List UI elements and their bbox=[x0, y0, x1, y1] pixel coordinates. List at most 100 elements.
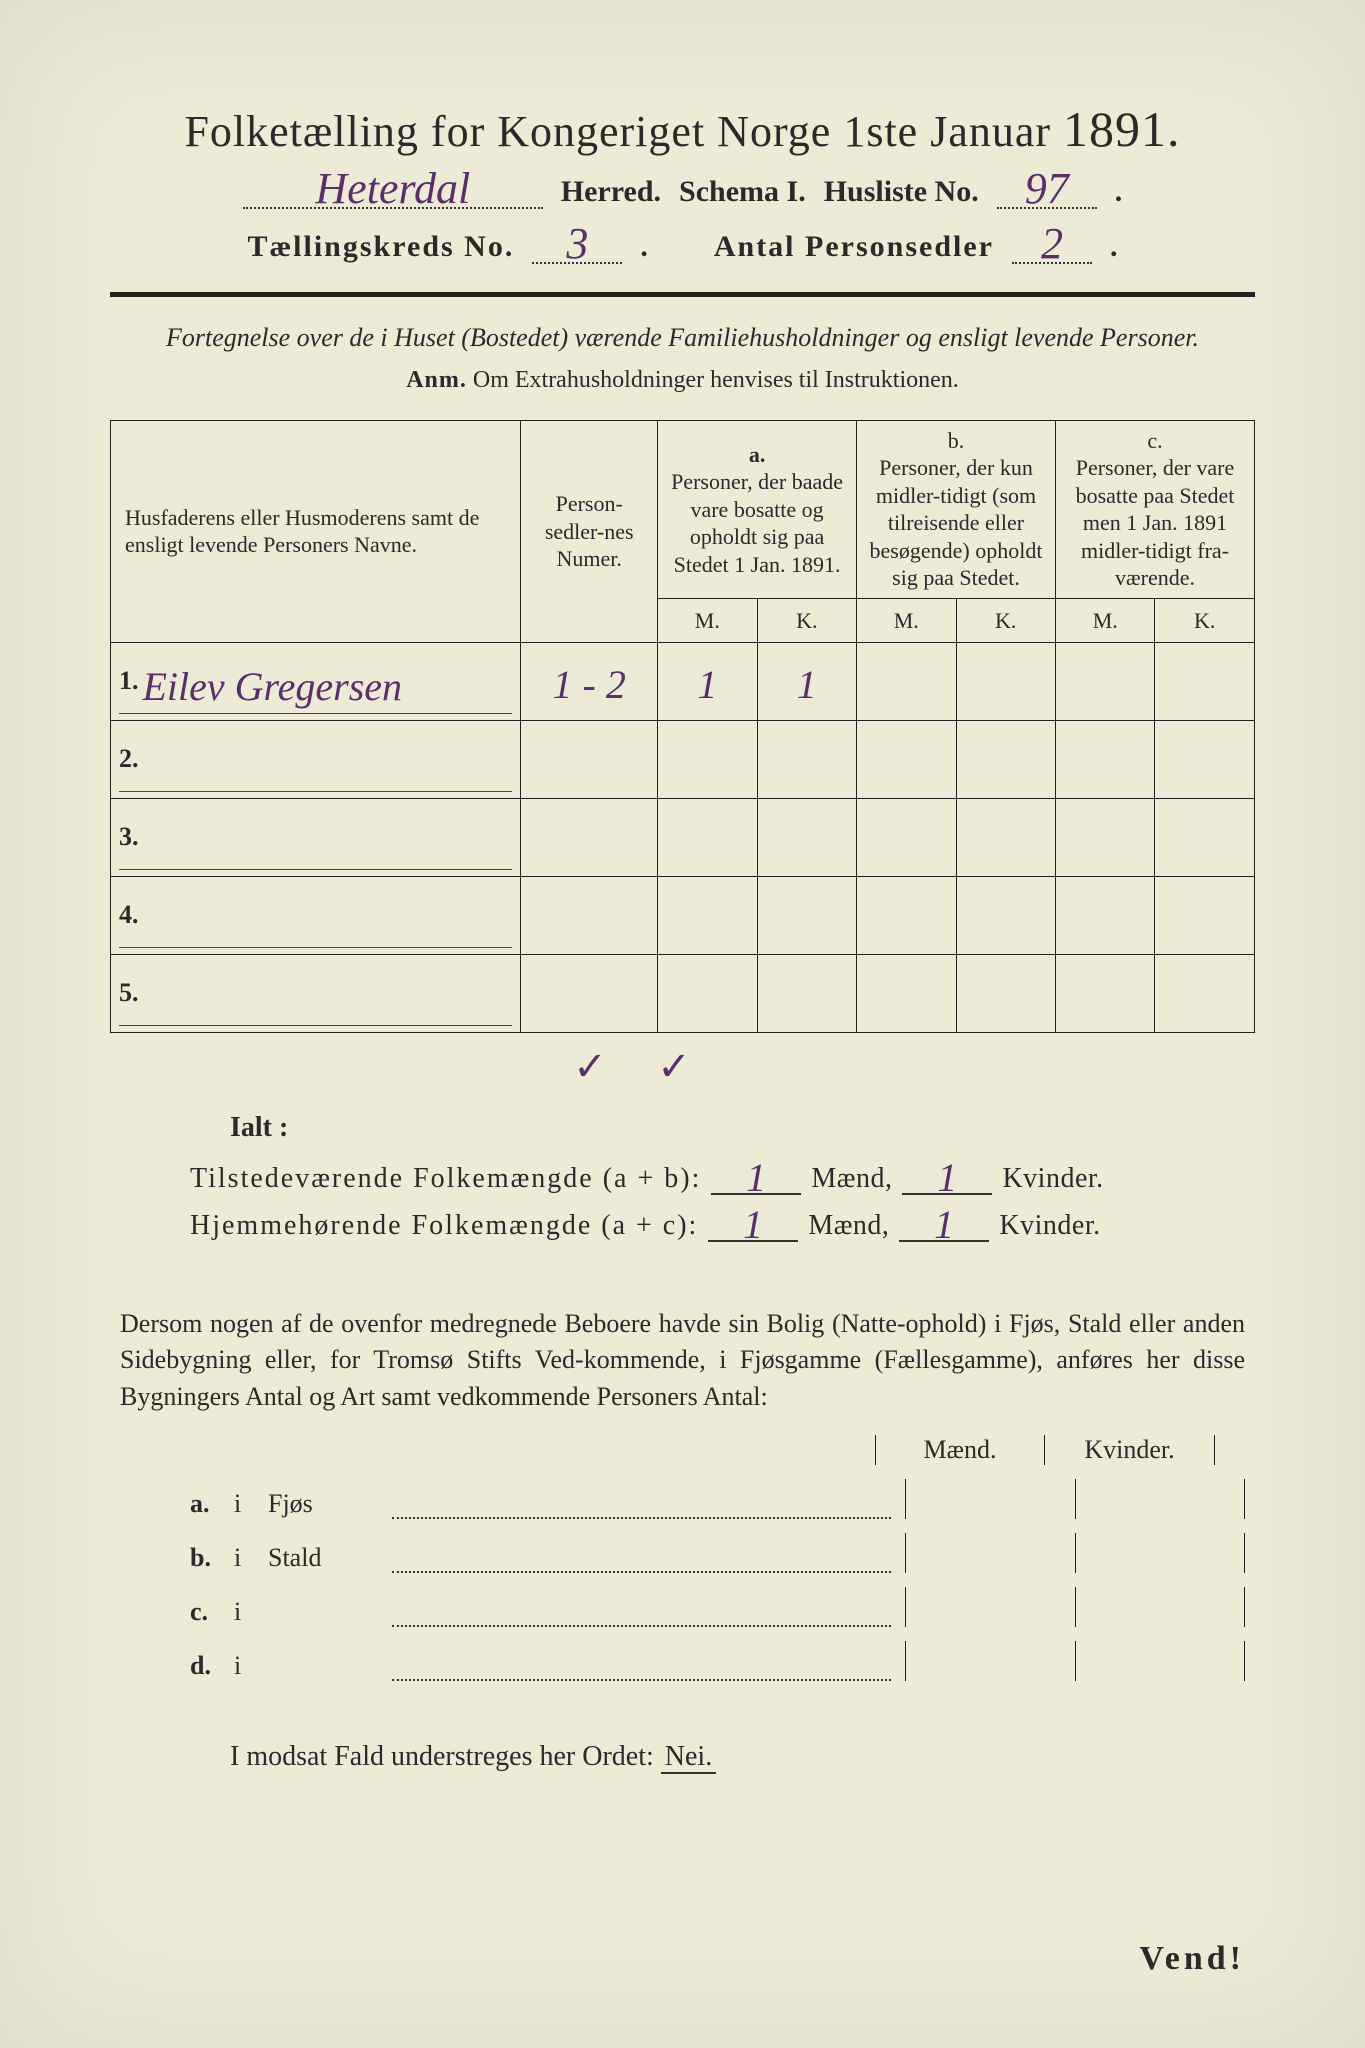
col-c-k: K. bbox=[1155, 598, 1255, 642]
sum2-label: Hjemmehørende Folkemængde (a + c): bbox=[190, 1210, 698, 1242]
sum-line-2: Hjemmehørende Folkemængde (a + c): 1 Mæn… bbox=[190, 1205, 1255, 1242]
schema-label: Schema I. bbox=[679, 175, 806, 209]
cell-cM bbox=[1055, 798, 1154, 876]
cell-cK bbox=[1155, 642, 1255, 720]
cell-aM bbox=[658, 954, 757, 1032]
cell-cK bbox=[1155, 954, 1255, 1032]
herred-field: Heterdal bbox=[243, 168, 543, 209]
cell-num bbox=[521, 876, 658, 954]
cell-num: 1 - 2 bbox=[521, 642, 658, 720]
cell-bM bbox=[857, 876, 956, 954]
mk-m: Mænd. bbox=[875, 1435, 1045, 1465]
cell-aM: 1 bbox=[658, 642, 757, 720]
check-a-m: ✓ bbox=[550, 1043, 630, 1090]
table-body: 1. Eilev Gregersen1 - 2112. 3. 4. 5. bbox=[111, 642, 1255, 1032]
cell-bM bbox=[857, 720, 956, 798]
kreds-value: 3 bbox=[566, 229, 588, 260]
cell-aK bbox=[757, 876, 856, 954]
cell-bM bbox=[857, 954, 956, 1032]
table-row: 4. bbox=[111, 876, 1255, 954]
building-line: a.iFjøs bbox=[190, 1479, 1245, 1519]
sum1-label: Tilstedeværende Folkemængde (a + b): bbox=[190, 1163, 701, 1195]
cell-cK bbox=[1155, 720, 1255, 798]
cell-cM bbox=[1055, 954, 1154, 1032]
census-form-page: Folketælling for Kongeriget Norge 1ste J… bbox=[0, 0, 1365, 2048]
sum1-k-field: 1 bbox=[902, 1158, 992, 1195]
cell-cM bbox=[1055, 720, 1154, 798]
cell-aM bbox=[658, 798, 757, 876]
mk-header: Mænd.Kvinder. bbox=[110, 1435, 1255, 1465]
anm-note: Anm. Om Extrahusholdninger henvises til … bbox=[110, 367, 1255, 394]
cell-bK bbox=[956, 798, 1055, 876]
table-row: 1. Eilev Gregersen1 - 211 bbox=[111, 642, 1255, 720]
husliste-field: 97 bbox=[997, 168, 1097, 209]
col-b-header: b. Personer, der kun midler-tidigt (som … bbox=[857, 420, 1056, 598]
cell-num bbox=[521, 954, 658, 1032]
row-name-cell: 5. bbox=[111, 954, 521, 1032]
building-paragraph: Dersom nogen af de ovenfor medregnede Be… bbox=[120, 1306, 1245, 1415]
title-text: Folketælling for Kongeriget Norge 1ste J… bbox=[184, 107, 1051, 156]
antal-field: 2 bbox=[1012, 223, 1092, 264]
cell-bK bbox=[956, 876, 1055, 954]
col-a-m: M. bbox=[658, 598, 757, 642]
col-b-m: M. bbox=[857, 598, 956, 642]
herred-label: Herred. bbox=[561, 175, 661, 209]
col-a-header: a. Personer, der baade vare bosatte og o… bbox=[658, 420, 857, 598]
cell-aK bbox=[757, 798, 856, 876]
sum-line-1: Tilstedeværende Folkemængde (a + b): 1 M… bbox=[190, 1158, 1255, 1195]
mk-k: Kvinder. bbox=[1045, 1435, 1215, 1465]
cell-bM bbox=[857, 798, 956, 876]
husliste-label: Husliste No. bbox=[824, 175, 979, 209]
kreds-field: 3 bbox=[532, 223, 622, 264]
cell-aK: 1 bbox=[757, 642, 856, 720]
cell-aM bbox=[658, 720, 757, 798]
sum2-k-field: 1 bbox=[899, 1205, 989, 1242]
col-name-header: Husfaderens eller Husmoderens samt de en… bbox=[111, 420, 521, 642]
cell-cM bbox=[1055, 876, 1154, 954]
cell-aM bbox=[658, 876, 757, 954]
modsat-line: I modsat Fald understreges her Ordet: Ne… bbox=[230, 1741, 1255, 1773]
col-b-k: K. bbox=[956, 598, 1055, 642]
sum1-m-field: 1 bbox=[711, 1158, 801, 1195]
row-name-cell: 4. bbox=[111, 876, 521, 954]
anm-text: Om Extrahusholdninger henvises til Instr… bbox=[473, 367, 959, 393]
vend-label: Vend! bbox=[1139, 1940, 1245, 1978]
table-row: 2. bbox=[111, 720, 1255, 798]
nei-word: Nei. bbox=[661, 1741, 716, 1774]
sum2-m-field: 1 bbox=[708, 1205, 798, 1242]
col-c-header: c. Personer, der vare bosatte paa Stedet… bbox=[1055, 420, 1254, 598]
antal-value: 2 bbox=[1041, 229, 1063, 260]
col-c-m: M. bbox=[1055, 598, 1154, 642]
below-table-checks: ✓ ✓ bbox=[550, 1043, 1255, 1090]
row-name-cell: 3. bbox=[111, 798, 521, 876]
cell-bK bbox=[956, 642, 1055, 720]
ialt-label: Ialt : bbox=[230, 1112, 1255, 1144]
main-table: Husfaderens eller Husmoderens samt de en… bbox=[110, 420, 1255, 1033]
cell-bK bbox=[956, 720, 1055, 798]
cell-num bbox=[521, 798, 658, 876]
antal-label: Antal Personsedler bbox=[714, 230, 994, 264]
building-line: c.i bbox=[190, 1587, 1245, 1627]
col-a-k: K. bbox=[757, 598, 856, 642]
cell-aK bbox=[757, 720, 856, 798]
cell-num bbox=[521, 720, 658, 798]
cell-cK bbox=[1155, 798, 1255, 876]
header-row-3: Tællingskreds No. 3 . Antal Personsedler… bbox=[110, 223, 1255, 264]
kreds-label: Tællingskreds No. bbox=[248, 230, 515, 264]
header-row-2: Heterdal Herred. Schema I. Husliste No. … bbox=[110, 168, 1255, 209]
row-name-cell: 2. bbox=[111, 720, 521, 798]
anm-label: Anm. bbox=[406, 367, 467, 393]
table-row: 3. bbox=[111, 798, 1255, 876]
building-line: d.i bbox=[190, 1641, 1245, 1681]
col-num-header: Person-sedler-nes Numer. bbox=[521, 420, 658, 642]
subtitle: Fortegnelse over de i Huset (Bostedet) v… bbox=[150, 321, 1215, 355]
cell-cM bbox=[1055, 642, 1154, 720]
heavy-rule bbox=[110, 292, 1255, 297]
cell-cK bbox=[1155, 876, 1255, 954]
herred-value: Heterdal bbox=[315, 174, 470, 205]
cell-bK bbox=[956, 954, 1055, 1032]
cell-aK bbox=[757, 954, 856, 1032]
row-name-cell: 1. Eilev Gregersen bbox=[111, 642, 521, 720]
table-row: 5. bbox=[111, 954, 1255, 1032]
check-a-k: ✓ bbox=[634, 1043, 714, 1090]
